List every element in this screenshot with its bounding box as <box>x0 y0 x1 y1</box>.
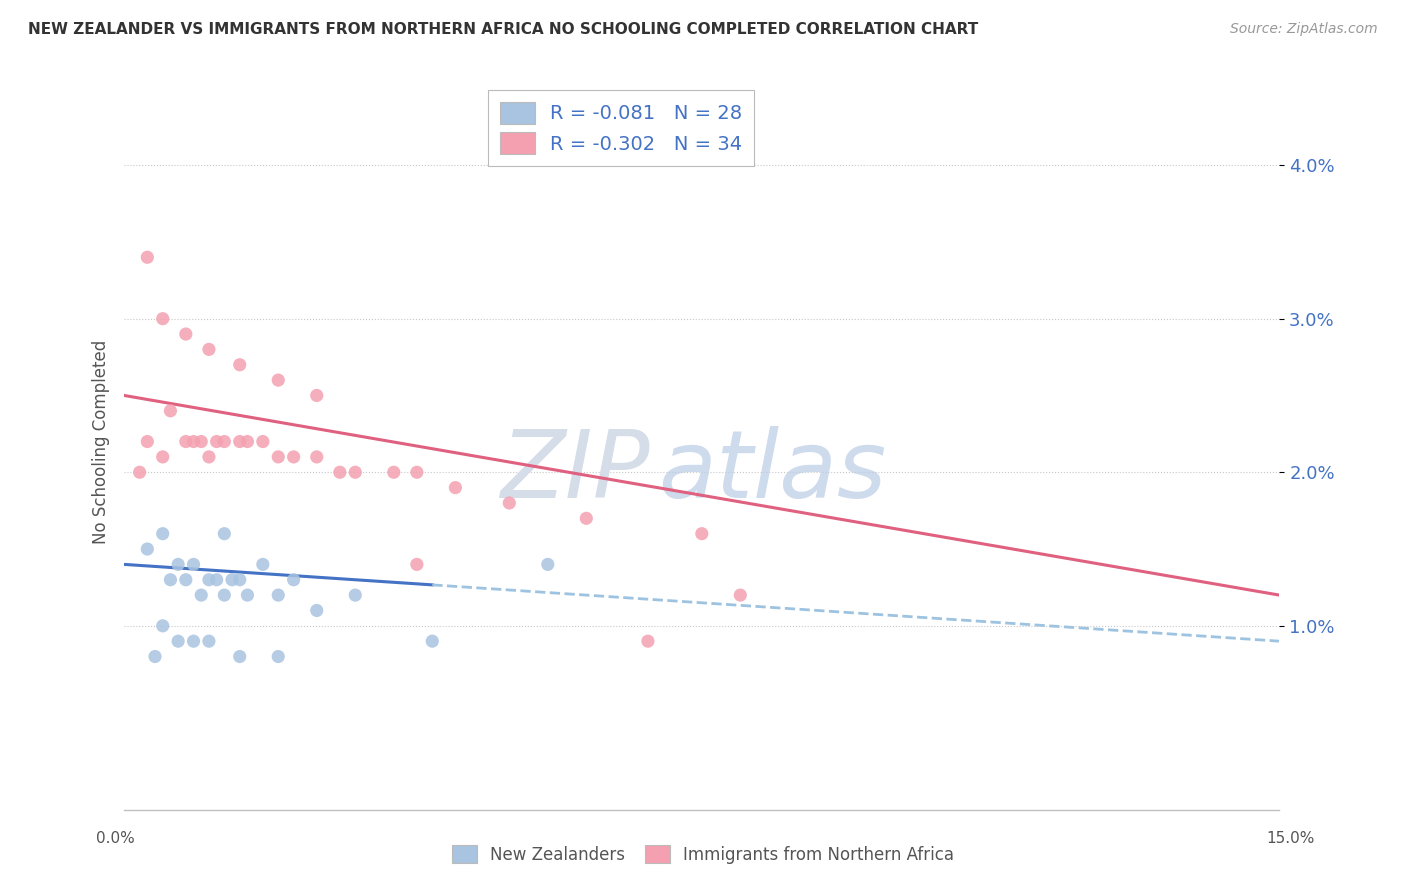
Point <box>205 573 228 587</box>
Point <box>167 634 190 648</box>
Point <box>267 450 290 464</box>
Point <box>190 434 212 449</box>
Point <box>159 404 181 418</box>
Point <box>214 526 236 541</box>
Point <box>128 465 150 479</box>
Legend: R = -0.081   N = 28, R = -0.302   N = 34: R = -0.081 N = 28, R = -0.302 N = 34 <box>488 90 754 166</box>
Point <box>198 634 221 648</box>
Point <box>305 603 328 617</box>
Point <box>420 634 443 648</box>
Point <box>267 588 290 602</box>
Text: ZIP: ZIP <box>501 425 650 516</box>
Point <box>198 573 221 587</box>
Point <box>236 434 259 449</box>
Point <box>205 434 228 449</box>
Point <box>252 558 274 572</box>
Point <box>174 326 197 341</box>
Point <box>136 250 159 264</box>
Text: Source: ZipAtlas.com: Source: ZipAtlas.com <box>1230 22 1378 37</box>
Point <box>221 573 243 587</box>
Point <box>382 465 405 479</box>
Point <box>236 588 259 602</box>
Point <box>329 465 352 479</box>
Point <box>214 434 236 449</box>
Point <box>305 388 328 402</box>
Point <box>344 465 367 479</box>
Point <box>229 358 252 372</box>
Point <box>405 465 427 479</box>
Point <box>152 450 174 464</box>
Point <box>637 634 659 648</box>
Point <box>537 558 560 572</box>
Point <box>267 649 290 664</box>
Point <box>267 373 290 387</box>
Point <box>198 450 221 464</box>
Point <box>174 573 197 587</box>
Point <box>575 511 598 525</box>
Point <box>730 588 752 602</box>
Point <box>198 343 221 357</box>
Point <box>152 619 174 633</box>
Point <box>498 496 520 510</box>
Text: 15.0%: 15.0% <box>1267 831 1315 846</box>
Point <box>305 450 328 464</box>
Legend: New Zealanders, Immigrants from Northern Africa: New Zealanders, Immigrants from Northern… <box>446 838 960 871</box>
Point <box>229 434 252 449</box>
Point <box>690 526 713 541</box>
Point <box>152 311 174 326</box>
Point <box>444 481 467 495</box>
Point <box>229 649 252 664</box>
Point <box>167 558 190 572</box>
Point <box>183 558 205 572</box>
Text: atlas: atlas <box>658 425 886 516</box>
Point <box>252 434 274 449</box>
Point <box>344 588 367 602</box>
Point <box>159 573 181 587</box>
Text: NEW ZEALANDER VS IMMIGRANTS FROM NORTHERN AFRICA NO SCHOOLING COMPLETED CORRELAT: NEW ZEALANDER VS IMMIGRANTS FROM NORTHER… <box>28 22 979 37</box>
Point <box>183 434 205 449</box>
Point <box>136 542 159 557</box>
Point <box>152 526 174 541</box>
Point <box>283 573 305 587</box>
Point <box>174 434 197 449</box>
Point <box>136 434 159 449</box>
Point <box>214 588 236 602</box>
Point <box>190 588 212 602</box>
Point <box>183 634 205 648</box>
Text: 0.0%: 0.0% <box>96 831 135 846</box>
Y-axis label: No Schooling Completed: No Schooling Completed <box>93 340 110 543</box>
Point <box>229 573 252 587</box>
Point <box>283 450 305 464</box>
Point <box>143 649 166 664</box>
Point <box>405 558 427 572</box>
